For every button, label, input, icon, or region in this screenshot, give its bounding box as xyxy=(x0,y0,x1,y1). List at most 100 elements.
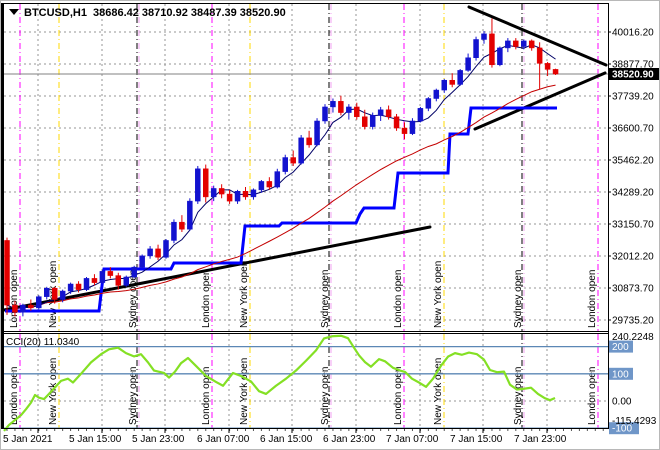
trendline-wedge-upper[interactable] xyxy=(467,5,608,67)
price-axis[interactable]: 40016.20 38877.70 37739.20 36600.70 35462.20… xyxy=(608,28,660,327)
candle-bear xyxy=(338,101,344,113)
candle-bull xyxy=(163,240,169,258)
candle-bear xyxy=(290,157,296,164)
candle-bull xyxy=(457,70,463,85)
candle-bull xyxy=(425,98,432,109)
candle-bull xyxy=(147,248,153,257)
session-label: New York open xyxy=(433,261,444,328)
candles-series[interactable] xyxy=(4,18,559,317)
candle-bull xyxy=(139,255,145,268)
candle-bull xyxy=(346,106,352,113)
ohlc-readout: 38686.42 38710.92 38487.39 38520.90 xyxy=(93,7,286,19)
time-axis-label: 5 Jan 23:00 xyxy=(132,434,185,445)
candle-bear xyxy=(354,106,360,118)
time-axis[interactable]: 5 Jan 2021 5 Jan 15:00 5 Jan 23:00 6 Jan 07… xyxy=(3,429,604,445)
symbol-title: BTCUSD,H1 xyxy=(24,7,87,19)
candle-bear xyxy=(266,181,273,188)
candle-bull xyxy=(250,189,257,198)
session-lines: London open London open New York open New Y… xyxy=(9,4,599,428)
candle-bull xyxy=(59,290,66,300)
trendline-ascending-support[interactable] xyxy=(2,225,432,312)
time-axis-label: 6 Jan 15:00 xyxy=(260,434,313,445)
time-axis-label: 6 Jan 23:00 xyxy=(323,434,376,445)
candle-bear xyxy=(401,127,408,134)
candle-bull xyxy=(409,120,416,134)
left-border xyxy=(1,3,4,429)
current-price-label: 38520.90 xyxy=(612,70,654,81)
candle-bear xyxy=(306,137,312,146)
candle-bull xyxy=(441,79,447,91)
candle-bear xyxy=(115,275,122,286)
candle-bear xyxy=(393,116,400,129)
cci-level-badge-label: 200 xyxy=(612,342,629,353)
time-axis-label: 7 Jan 23:00 xyxy=(514,434,567,445)
candle-bull xyxy=(481,33,487,40)
candle-bear xyxy=(12,304,18,313)
cci-indicator-label: CCI(20) 11.0340 xyxy=(6,337,80,348)
session-label: New York open xyxy=(433,358,444,425)
candle-bull xyxy=(258,181,265,191)
candle-bull xyxy=(521,40,527,47)
session-label: Sydney open xyxy=(128,367,139,425)
candle-bear xyxy=(362,116,368,127)
cci-max-label: 240.2248 xyxy=(612,332,654,343)
candle-bear xyxy=(226,193,233,202)
session-label: London open xyxy=(201,367,212,425)
candle-bull xyxy=(298,137,304,164)
candle-bear xyxy=(91,278,98,283)
session-label: London open xyxy=(393,270,404,328)
session-label: New York open xyxy=(239,261,250,328)
candle-bull xyxy=(330,101,336,108)
session-label: London open xyxy=(9,270,20,328)
session-label: London open xyxy=(201,270,212,328)
session-label: New York open xyxy=(48,358,59,425)
candle-bear xyxy=(4,240,10,306)
cci-axis[interactable]: 200 100 -100 240.2248 0.00 -115.4293 xyxy=(609,332,657,435)
cci-level-badge-label: -100 xyxy=(612,424,632,435)
cci-level-badge-label: 100 xyxy=(612,369,629,380)
cci-min-label: -115.4293 xyxy=(612,416,657,427)
ma-fast-line xyxy=(6,44,556,310)
candle-bear xyxy=(536,47,543,64)
panel-frame xyxy=(1,3,609,429)
candle-bull xyxy=(171,221,177,241)
trendlines[interactable] xyxy=(2,5,608,312)
candle-bear xyxy=(107,271,114,276)
current-price-box xyxy=(609,68,659,80)
candle-bull xyxy=(234,191,241,202)
candle-bull xyxy=(505,40,511,49)
time-axis-label: 5 Jan 15:00 xyxy=(69,434,122,445)
candle-bear xyxy=(552,69,559,75)
triangle-down-icon[interactable] xyxy=(9,9,19,15)
candle-bull xyxy=(123,276,129,286)
grid-lines xyxy=(4,4,608,428)
price-axis-label: 30873.70 xyxy=(612,284,654,295)
price-axis-label: 36600.70 xyxy=(612,124,654,135)
time-axis-label: 7 Jan 15:00 xyxy=(450,434,503,445)
candle-bear xyxy=(449,79,455,85)
candle-bear xyxy=(528,40,535,49)
price-axis-label: 29735.20 xyxy=(612,316,654,327)
candle-bull xyxy=(417,108,424,122)
ma-fast xyxy=(6,44,556,310)
chart-header: BTCUSD,H1 38686.42 38710.92 38487.39 3852… xyxy=(9,7,286,19)
trendline-wedge-lower[interactable] xyxy=(473,71,607,131)
candle-bull xyxy=(322,106,328,122)
candle-bear xyxy=(51,287,58,300)
session-label: Sydney open xyxy=(513,270,524,328)
candle-bear xyxy=(385,109,392,118)
candle-bull xyxy=(195,168,201,202)
candle-bear xyxy=(513,40,519,47)
candle-bear xyxy=(28,304,34,309)
price-axis-label: 40016.20 xyxy=(612,28,654,39)
candle-bull xyxy=(314,120,320,146)
candle-bull xyxy=(465,57,471,71)
cci-zero-label: 0.00 xyxy=(612,397,632,408)
time-axis-label: 6 Jan 07:00 xyxy=(197,434,250,445)
candle-bull xyxy=(433,89,440,99)
price-axis-label: 32012.20 xyxy=(612,252,654,263)
cci-level-badge xyxy=(609,367,633,380)
price-axis-label: 37739.20 xyxy=(612,92,654,103)
candle-bear xyxy=(75,283,82,290)
